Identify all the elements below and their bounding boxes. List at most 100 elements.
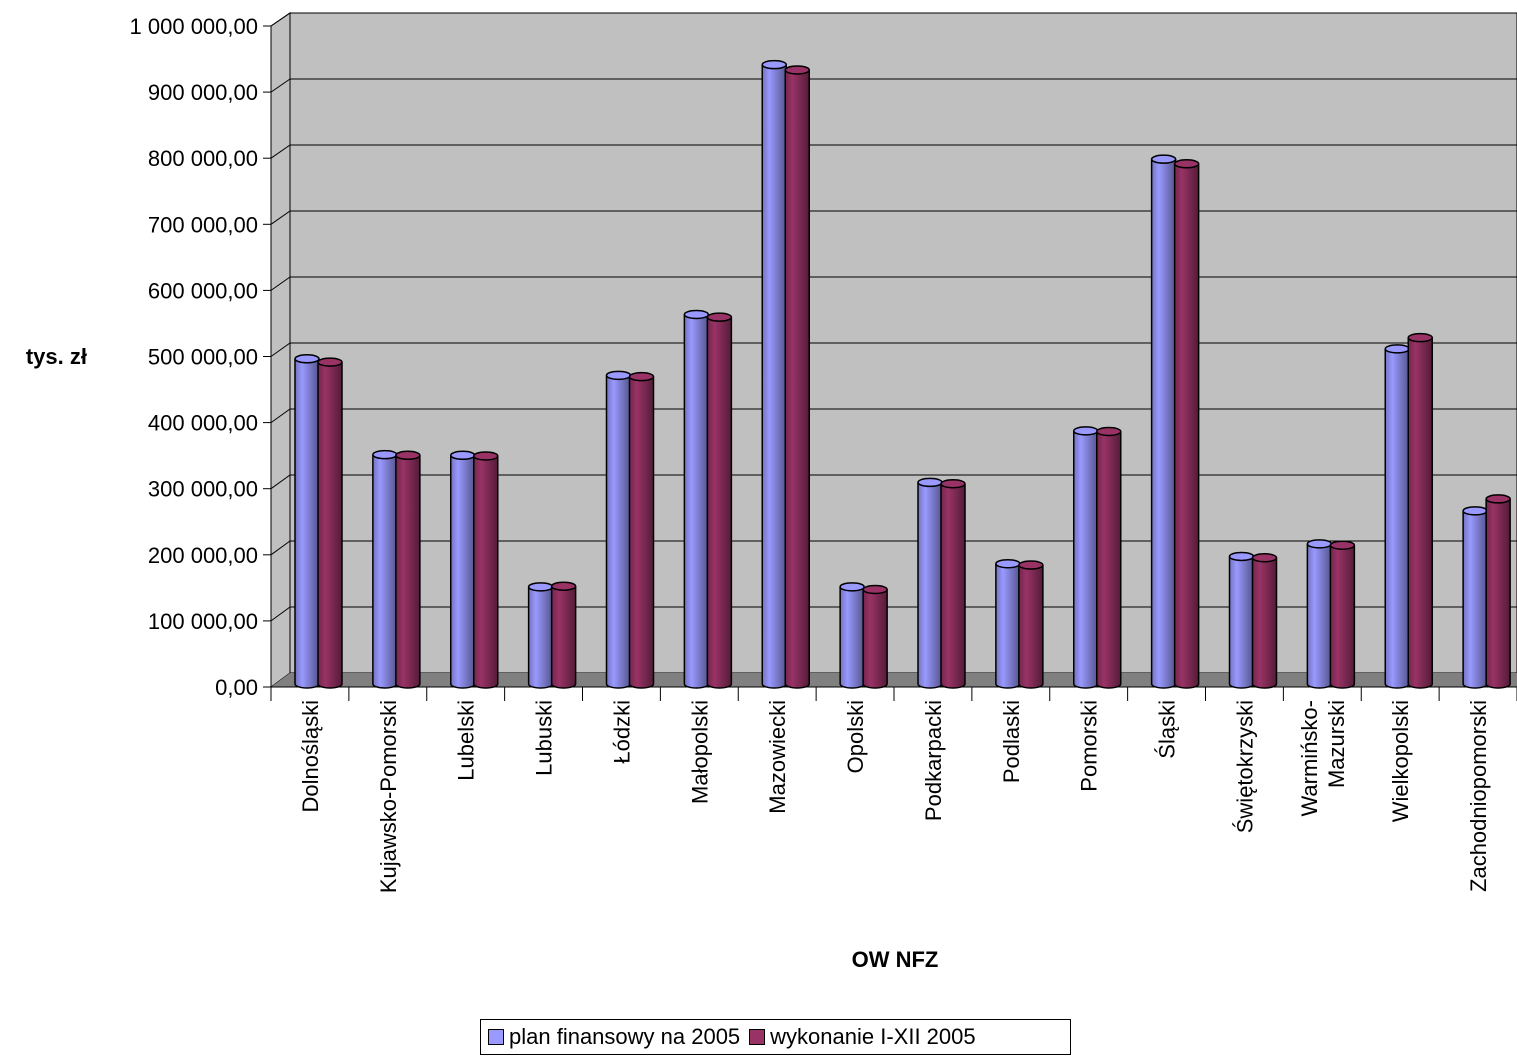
x-tick-label: Warmińsko- [1297,700,1322,817]
bar-body [1251,557,1278,689]
bar [317,357,343,689]
y-axis-title: tys. zł [26,344,87,369]
legend-label-wykonanie: wykonanie I-XII 2005 [770,1024,976,1049]
bar-body [628,376,655,689]
bar-top [940,478,966,489]
bar-top [605,370,632,381]
bar-top [1150,154,1177,164]
bar [1407,332,1433,689]
y-axis-ticks: 0,00 100 000,00 200 000,00 300 000,00 400 00… [130,14,271,700]
bar [683,309,710,689]
bar-top [1096,426,1122,437]
bar-body [450,455,476,689]
bar [1462,506,1488,689]
bar-body [1073,430,1099,689]
x-tick-label: Podlaski [999,700,1024,783]
x-axis-title: OW NFZ [852,947,939,972]
bar [1306,539,1333,689]
y-tick-label: 900 000,00 [148,80,258,105]
legend-swatch-plan [488,1029,504,1045]
x-tick-label: Opolski [843,700,868,773]
bar-top [1384,344,1410,354]
x-tick-label: Mazowiecki [765,700,790,814]
bar-top [1173,159,1200,169]
bar-top [473,451,499,461]
bar-top [1251,553,1278,563]
bar-body [1096,431,1122,689]
bar-body [317,362,343,689]
y-tick-label: 700 000,00 [148,212,258,237]
bar-top [917,477,943,488]
gridline-side [270,78,291,93]
bar-top [527,582,554,592]
bar-top [1485,494,1511,504]
bar [862,584,888,689]
bar [1329,540,1356,689]
bar [395,450,421,689]
x-tick-label: Lubelski [454,700,479,781]
bar-body [784,69,810,689]
bar-body [605,375,632,689]
bar [995,558,1021,689]
bar [473,451,499,689]
x-tick-label: Łódzki [609,700,634,764]
bar [527,582,554,689]
bar-top [683,309,710,320]
bar [1485,494,1511,689]
bar-body [1228,556,1255,689]
bar [450,450,476,689]
y-tick-label: 1 000 000,00 [130,14,258,39]
bar-body [527,586,554,689]
bar [940,478,966,689]
x-tick-label: Mazurski [1324,700,1349,788]
bar-top [372,449,398,460]
gridline-side [270,12,291,27]
bar [628,371,655,689]
x-tick-label: Wielkopolski [1388,700,1413,822]
bar-body [839,586,865,689]
bar [761,59,787,689]
y-tick-label: 500 000,00 [148,345,258,370]
gridline-side [270,474,291,490]
bar-top [1228,551,1255,562]
bar [605,370,632,689]
bar [1384,344,1410,689]
x-tick-label: Kujawsko-Pomorski [376,700,401,893]
bar-top [1306,539,1333,549]
bar-body [550,586,577,689]
x-tick-label: Śląski [1155,700,1180,759]
bar-body [940,483,966,689]
gridline-side [270,144,291,159]
x-tick-label: Małopolski [687,700,712,804]
bar-top [294,354,320,364]
x-tick-label: Świętokrzyski [1232,700,1257,833]
x-axis-labels: Dolnośląski Kujawsko-Pomorski Lubelski Lubu… [270,687,1517,893]
bars [294,59,1511,689]
bar-top [1073,426,1099,436]
legend: plan finansowy na 2005 wykonanie I-XII 2… [480,1019,1071,1055]
x-tick-label: Lubuski [532,700,557,776]
bar-body [1173,163,1200,689]
y-tick-label: 300 000,00 [148,477,258,502]
bar-top [862,584,888,595]
bar [1073,426,1099,689]
bar-top [317,357,343,367]
y-tick-label: 0,00 [215,675,258,700]
y-tick-label: 800 000,00 [148,146,258,171]
bar [372,449,398,689]
bar [550,581,577,689]
bar-top [761,59,787,70]
bar [1228,551,1255,689]
bar-top [1329,540,1356,550]
bar-body [862,589,888,689]
x-tick-label: Podkarpacki [921,700,946,821]
bar-body [473,455,499,689]
bar-body [1150,159,1177,689]
bar-top [450,450,476,461]
bar-body [1407,337,1433,689]
bar-body [995,563,1021,689]
bar [706,312,733,689]
floor [271,673,1517,687]
legend-item-plan: plan finansowy na 2005 [488,1024,740,1050]
